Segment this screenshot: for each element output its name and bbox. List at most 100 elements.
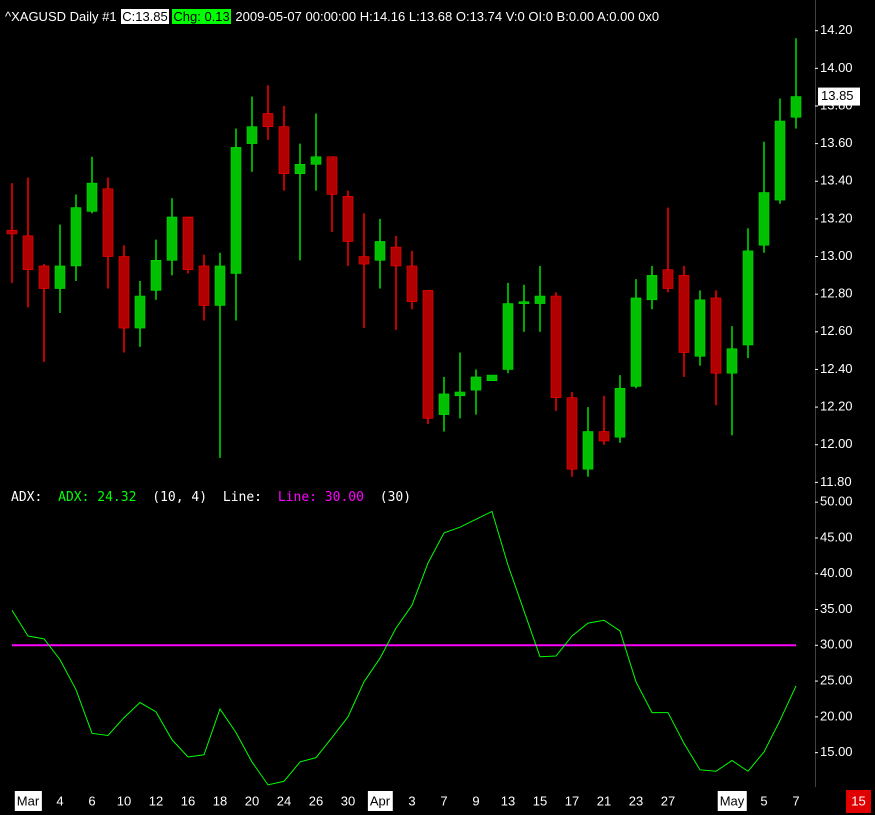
candle-body <box>310 156 322 165</box>
candle-body <box>502 303 514 370</box>
candle-body <box>646 275 658 301</box>
candle-body <box>166 216 178 261</box>
candle-body <box>102 188 114 257</box>
header: ^XAGUSD Daily #1 C:13.85 Chg: 0.13 2009-… <box>4 8 815 25</box>
candle-body <box>678 275 690 353</box>
y-tick-label: 12.00 <box>820 436 853 451</box>
month-box <box>367 791 393 811</box>
candle-body <box>198 265 210 306</box>
bar-info: 2009-05-07 00:00:00 H:14.16 L:13.68 O:13… <box>235 9 660 24</box>
candle-body <box>230 147 242 274</box>
candle-body <box>214 265 226 306</box>
y-tick-label: 13.40 <box>820 173 853 188</box>
candle-body <box>70 207 82 267</box>
candle-body <box>262 113 274 127</box>
x-tick-label: 24 <box>277 793 291 808</box>
legend-entry: Line: 30.00 <box>277 490 364 505</box>
x-tick-label: 20 <box>245 793 259 808</box>
candle-body <box>518 301 530 304</box>
candle-body <box>470 376 482 391</box>
x-tick-label: 30 <box>341 793 355 808</box>
close-label: C:13.85 <box>121 9 169 24</box>
x-tick-label: 9 <box>472 793 479 808</box>
candle-body <box>342 196 354 242</box>
candle-body <box>742 250 754 346</box>
candle-body <box>38 265 50 289</box>
corner-box <box>846 790 871 813</box>
x-tick-label: 26 <box>309 793 323 808</box>
y-tick-label: 40.00 <box>820 565 853 580</box>
x-tick-label: 7 <box>792 793 799 808</box>
candle-body <box>182 216 194 271</box>
corner-label: 15 <box>851 793 865 808</box>
x-tick-label: Mar <box>17 793 40 808</box>
x-tick-label: 15 <box>533 793 547 808</box>
x-tick-label: 21 <box>597 793 611 808</box>
candle-body <box>486 374 498 382</box>
candle-body <box>774 120 786 201</box>
x-tick-label: 23 <box>629 793 643 808</box>
y-tick-label: 12.40 <box>820 361 853 376</box>
y-tick-label: 50.00 <box>820 494 853 509</box>
candle-body <box>550 295 562 398</box>
candle-body <box>726 348 738 374</box>
candle-body <box>598 431 610 442</box>
y-tick-label: 12.20 <box>820 399 853 414</box>
x-tick-label: 7 <box>440 793 447 808</box>
candle-body <box>134 295 146 329</box>
x-tick-label: Apr <box>370 793 391 808</box>
y-tick-label: 20.00 <box>820 708 853 723</box>
candle-body <box>630 297 642 387</box>
candle-body <box>86 182 98 212</box>
level-label: Line: <box>222 490 263 505</box>
candle-body <box>566 397 578 470</box>
level-params: (30) <box>379 490 412 505</box>
candle-body <box>374 241 386 261</box>
last-price-label: 13.85 <box>821 88 854 103</box>
candle-body <box>582 431 594 470</box>
indicator-legend: ADX: ADX: 24.32 (10, 4) Line: Line: 30.0… <box>11 490 419 505</box>
candle-body <box>694 299 706 357</box>
candle-body <box>454 391 466 397</box>
y-tick-label: 15.00 <box>820 744 853 759</box>
candle-body <box>790 96 802 118</box>
x-tick-label: 4 <box>56 793 63 808</box>
candle-body <box>406 265 418 302</box>
candle-body <box>710 297 722 374</box>
y-tick-label: 13.60 <box>820 135 853 150</box>
x-tick-label: 12 <box>149 793 163 808</box>
x-tick-label: 5 <box>760 793 767 808</box>
indicator-params: (10, 4) <box>152 490 208 505</box>
x-tick-label: 17 <box>565 793 579 808</box>
symbol-title: ^XAGUSD Daily #1 <box>5 9 117 24</box>
last-price-box <box>818 87 860 106</box>
x-tick-label: 10 <box>117 793 131 808</box>
y-tick-label: 45.00 <box>820 529 853 544</box>
x-tick-label: 6 <box>88 793 95 808</box>
candle-body <box>614 387 626 438</box>
y-tick-label: 35.00 <box>820 601 853 616</box>
candle-body <box>422 290 434 419</box>
y-tick-label: 12.60 <box>820 323 853 338</box>
y-tick-label: 13.00 <box>820 248 853 263</box>
x-tick-label: May <box>720 793 745 808</box>
change-label: Chg: 0.13 <box>172 9 231 24</box>
x-tick-label: 16 <box>181 793 195 808</box>
month-box <box>14 791 42 811</box>
candle-body <box>54 265 66 289</box>
y-tick-label: 30.00 <box>820 637 853 652</box>
y-tick-label: 12.80 <box>820 286 853 301</box>
legend-entry: ADX: 24.32 <box>58 490 137 505</box>
candle-body <box>438 393 450 415</box>
adx-line <box>11 510 797 786</box>
y-tick-label: 25.00 <box>820 673 853 688</box>
candle-body <box>278 126 290 175</box>
candle-body <box>534 295 546 304</box>
month-box <box>717 791 747 811</box>
candle-body <box>358 256 370 265</box>
candle-body <box>390 246 402 267</box>
y-tick-label: 14.20 <box>820 22 853 37</box>
x-tick-label: 27 <box>661 793 675 808</box>
